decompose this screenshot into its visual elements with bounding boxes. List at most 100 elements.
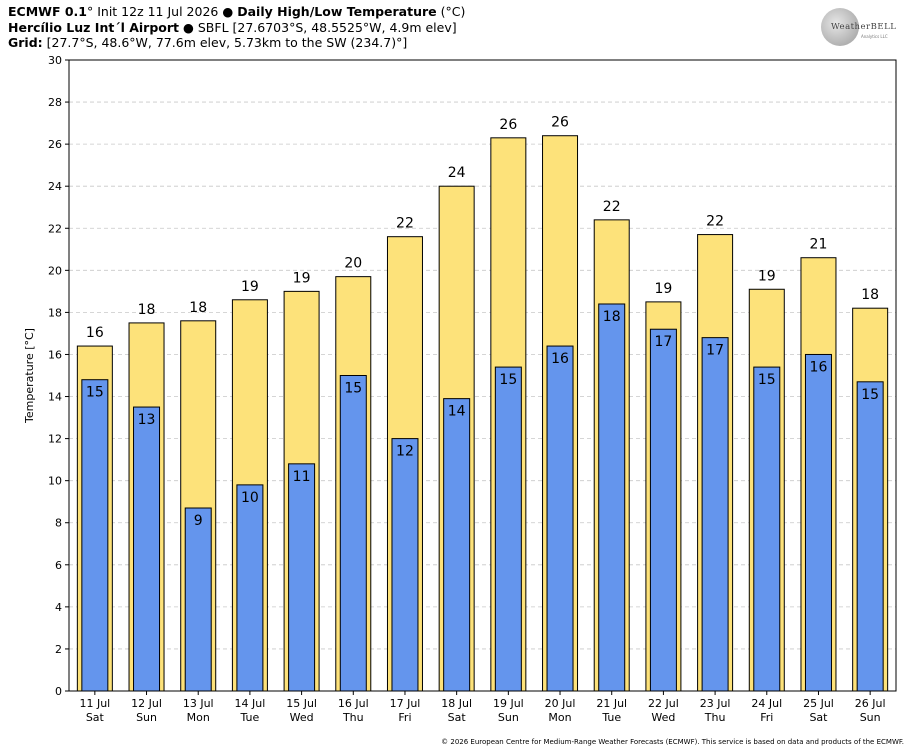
- high-temp-label: 22: [706, 214, 724, 230]
- high-temp-label: 26: [551, 115, 569, 131]
- y-tick-label: 26: [48, 138, 62, 151]
- y-tick-label: 14: [48, 391, 62, 404]
- x-tick-label: 16 Jul: [338, 697, 369, 710]
- low-temp-label: 15: [861, 387, 879, 403]
- x-tick-label: 18 Jul: [441, 697, 472, 710]
- high-temp-label: 26: [499, 117, 517, 133]
- x-weekday-label: Thu: [342, 711, 364, 724]
- low-temp-label: 11: [293, 469, 311, 485]
- low-temp-label: 15: [86, 385, 104, 401]
- high-temp-label: 21: [810, 237, 828, 253]
- high-temp-label: 19: [758, 268, 776, 284]
- y-tick-label: 0: [55, 685, 62, 698]
- low-temp-bar: [598, 303, 626, 692]
- x-tick-label: 24 Jul: [751, 697, 782, 710]
- x-tick-label: 11 Jul: [79, 697, 110, 710]
- high-temp-label: 24: [448, 165, 466, 181]
- low-temp-label: 18: [603, 309, 621, 325]
- high-temp-label: 20: [344, 256, 362, 272]
- low-temp-label: 16: [810, 359, 828, 375]
- low-temp-bar: [494, 366, 522, 692]
- y-tick-label: 28: [48, 96, 62, 109]
- high-temp-label: 19: [241, 279, 259, 295]
- x-tick-label: 25 Jul: [803, 697, 834, 710]
- x-weekday-label: Fri: [398, 711, 411, 724]
- x-tick-label: 12 Jul: [131, 697, 162, 710]
- plot-frame: [68, 59, 897, 692]
- high-temp-label: 18: [189, 300, 207, 316]
- low-temp-bar: [443, 398, 471, 692]
- title-unit: (°C): [436, 4, 466, 19]
- low-temp-label: 15: [499, 372, 517, 388]
- low-temp-bar: [236, 484, 264, 692]
- chart-title: Daily High/Low Temperature: [237, 4, 437, 19]
- logo-wordmark: WeatherBELL: [831, 22, 897, 32]
- x-weekday-label: Tue: [240, 711, 260, 724]
- init-time: ° Init 12z 11 Jul 2026: [86, 4, 223, 19]
- x-weekday-label: Sat: [809, 711, 828, 724]
- x-tick-label: 15 Jul: [286, 697, 317, 710]
- grid-info: [27.7°S, 48.6°W, 77.6m elev, 5.73km to t…: [42, 35, 408, 50]
- x-weekday-label: Wed: [651, 711, 675, 724]
- low-temp-bar: [804, 353, 832, 692]
- x-tick-label: 14 Jul: [235, 697, 266, 710]
- low-temp-bar: [649, 328, 677, 692]
- x-weekday-label: Sat: [448, 711, 467, 724]
- x-weekday-label: Sat: [86, 711, 105, 724]
- bullet: ●: [222, 4, 234, 19]
- y-tick-label: 24: [48, 180, 62, 193]
- y-tick-label: 2: [55, 643, 62, 656]
- x-tick-label: 17 Jul: [390, 697, 421, 710]
- low-temp-bar: [701, 337, 729, 692]
- y-tick-label: 16: [48, 348, 62, 361]
- low-temp-bar: [184, 507, 212, 692]
- low-temp-label: 17: [706, 343, 724, 359]
- x-weekday-label: Mon: [187, 711, 210, 724]
- y-tick-label: 18: [48, 306, 62, 319]
- y-tick-label: 12: [48, 433, 62, 446]
- x-weekday-label: Tue: [601, 711, 621, 724]
- grid-line: Grid: [27.7°S, 48.6°W, 77.6m elev, 5.73k…: [8, 35, 465, 51]
- x-tick-label: 26 Jul: [855, 697, 886, 710]
- x-tick-label: 13 Jul: [183, 697, 214, 710]
- high-temp-label: 22: [603, 199, 621, 215]
- low-temp-bar: [339, 375, 367, 692]
- low-temp-label: 9: [194, 513, 203, 529]
- low-temp-bar: [81, 379, 109, 692]
- y-tick-label: 8: [55, 517, 62, 530]
- y-tick-label: 6: [55, 559, 62, 572]
- low-temp-bar: [133, 406, 161, 692]
- title-line: ECMWF 0.1° Init 12z 11 Jul 2026 ● Daily …: [8, 4, 465, 20]
- y-tick-label: 20: [48, 264, 62, 277]
- low-temp-label: 15: [344, 381, 362, 397]
- logo-tagline: Analytics LLC: [861, 34, 888, 39]
- low-temp-label: 13: [138, 412, 156, 428]
- low-temp-label: 12: [396, 444, 414, 460]
- low-temp-label: 10: [241, 490, 259, 506]
- weatherbell-logo: WeatherBELL Analytics LLC: [815, 6, 905, 50]
- x-tick-label: 20 Jul: [545, 697, 576, 710]
- grid-label: Grid:: [8, 35, 43, 50]
- y-tick-label: 10: [48, 475, 62, 488]
- low-temp-label: 15: [758, 372, 776, 388]
- y-tick-label: 4: [55, 601, 62, 614]
- model-name: ECMWF 0.1: [8, 4, 87, 19]
- low-temp-bar: [753, 366, 781, 692]
- x-tick-label: 23 Jul: [700, 697, 731, 710]
- high-temp-label: 18: [138, 302, 156, 318]
- low-temp-label: 14: [448, 404, 466, 420]
- low-temp-label: 16: [551, 351, 569, 367]
- x-weekday-label: Sun: [498, 711, 519, 724]
- low-temp-bar: [391, 438, 419, 692]
- x-weekday-label: Thu: [704, 711, 726, 724]
- high-temp-label: 19: [654, 281, 672, 297]
- x-weekday-label: Wed: [290, 711, 314, 724]
- chart-header: ECMWF 0.1° Init 12z 11 Jul 2026 ● Daily …: [8, 4, 465, 51]
- low-temp-bar: [288, 463, 316, 692]
- high-temp-label: 19: [293, 270, 311, 286]
- y-axis-label: Temperature [°C]: [23, 328, 36, 424]
- copyright-footer: © 2026 European Centre for Medium-Range …: [441, 738, 904, 746]
- x-weekday-label: Mon: [548, 711, 571, 724]
- x-weekday-label: Fri: [760, 711, 773, 724]
- x-tick-label: 21 Jul: [596, 697, 627, 710]
